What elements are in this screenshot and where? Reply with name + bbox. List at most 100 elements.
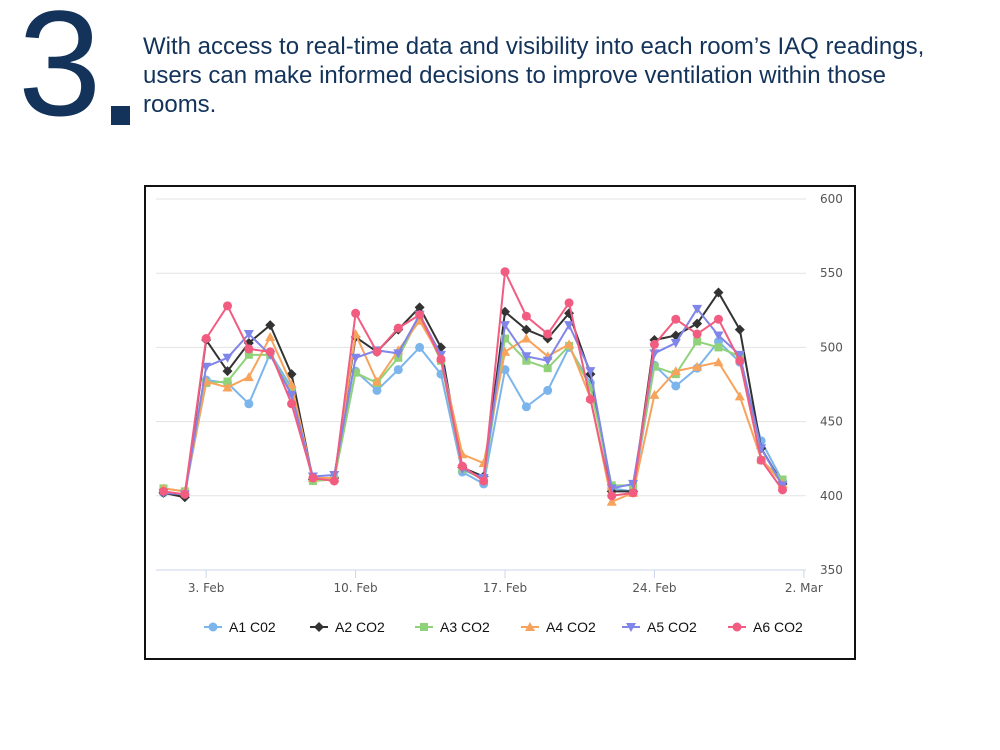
data-point [564,339,575,349]
data-point [756,455,766,465]
x-tick-label: 24. Feb [632,581,676,595]
data-point [479,476,489,486]
data-point [223,377,232,386]
step-number-dot [111,106,130,125]
y-tick-label: 350 [820,563,843,577]
data-point [671,381,681,391]
data-point [671,314,681,324]
legend-item-label[interactable]: A6 CO2 [753,619,803,635]
legend-symbol [525,622,535,631]
data-point [500,267,510,277]
data-point [735,356,745,366]
series-line [163,340,784,496]
data-point [158,486,168,496]
data-point [222,382,233,392]
data-point [713,314,723,324]
data-point [713,331,724,341]
data-point [778,485,788,495]
legend-item-label[interactable]: A1 C02 [229,619,276,635]
legend-item-label[interactable]: A2 CO2 [335,619,385,635]
data-point [734,324,745,335]
y-tick-label: 550 [820,266,843,280]
legend-symbol [314,622,324,632]
data-point [265,332,276,342]
data-point [607,491,617,501]
legend-symbol [420,623,428,631]
data-point [393,365,403,375]
co2-line-chart: 350 400 450 500 550 600 3. Feb 10. Feb 17. Feb 24… [156,192,843,635]
data-point [542,356,553,366]
x-tick-label: 10. Feb [334,581,378,595]
data-point [521,333,532,343]
data-point [457,461,467,471]
legend-symbol [208,622,218,632]
data-point [351,368,360,377]
series-line [163,319,784,503]
data-point [201,333,211,343]
data-point [564,321,575,331]
legend-item-label[interactable]: A4 CO2 [546,619,596,635]
data-point [500,321,511,331]
data-point [393,323,403,333]
data-point [201,362,212,372]
data-point [287,399,297,409]
data-point [371,376,382,386]
data-point [585,367,596,377]
data-point [734,350,745,360]
data-point [628,488,638,498]
data-point [243,330,254,340]
data-point [543,329,553,339]
data-point [692,361,703,371]
y-tick-label: 600 [820,192,843,206]
data-point [414,302,425,313]
data-point [543,385,553,395]
series-line [163,291,784,499]
data-point [372,347,382,357]
legend-symbol [626,623,636,632]
co2-chart-frame: 350 400 450 500 550 600 3. Feb 10. Feb 17. Feb 24… [144,185,856,660]
data-point [713,287,724,298]
legend-symbol [732,622,742,632]
data-point [308,473,318,483]
data-point [501,334,510,343]
data-point [243,372,254,382]
data-point [649,339,659,349]
x-tick-label: 3. Feb [188,581,225,595]
data-point [543,364,552,373]
slide-headline: With access to real-time data and visibi… [143,33,925,118]
data-point [521,324,532,335]
data-point [286,390,297,400]
data-point [244,350,253,359]
data-point [670,338,681,348]
data-point [265,320,276,331]
data-point [586,383,595,392]
data-point [521,352,532,362]
data-point [649,349,660,359]
data-point [244,344,254,354]
data-point [222,353,233,363]
data-point [436,354,446,364]
data-point [286,379,297,389]
data-point [414,315,425,325]
data-point [692,318,703,329]
data-point [670,330,681,341]
legend-item-label[interactable]: A5 CO2 [647,619,697,635]
data-point [329,476,339,486]
y-tick-label: 400 [820,489,843,503]
data-point [393,349,404,359]
data-point [713,357,724,367]
data-point [244,399,254,409]
data-point [223,301,233,311]
data-point [606,496,617,506]
data-point [521,402,531,412]
data-point [585,394,595,404]
data-point [692,329,702,339]
data-point [500,306,511,317]
data-point [734,391,745,401]
data-point [521,311,531,321]
legend-item-label[interactable]: A3 CO2 [440,619,490,635]
data-point [693,337,702,346]
data-point [415,310,425,320]
y-tick-label: 500 [820,340,843,354]
data-point [415,342,425,352]
